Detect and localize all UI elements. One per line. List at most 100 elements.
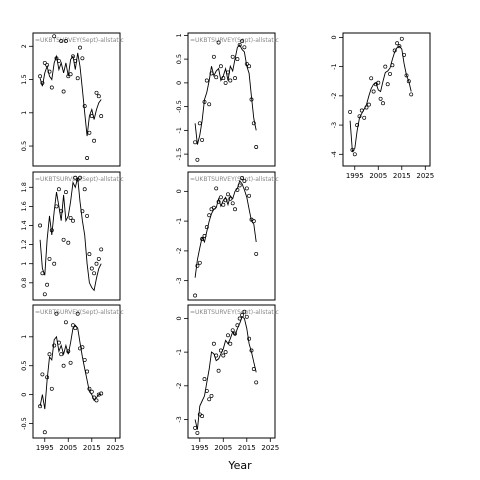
data-point (85, 156, 90, 160)
data-point (218, 64, 223, 69)
data-point (233, 207, 237, 212)
data-point (211, 341, 216, 346)
data-point (242, 178, 247, 183)
data-point (75, 177, 80, 182)
data-point (92, 138, 97, 143)
x-tick-label: 1995 (36, 444, 54, 452)
data-point (204, 78, 209, 83)
data-point (80, 56, 85, 61)
panel-frame (187, 304, 276, 439)
data-point (94, 398, 99, 403)
data-point (409, 92, 414, 97)
data-point (68, 215, 73, 220)
data-point (202, 99, 207, 104)
data-point (61, 363, 66, 368)
data-point (226, 192, 230, 197)
panel-7: -3 -2 -1 0 1995 2005 2015 2025 =UKBTSURVEY(Sept)… (175, 304, 279, 452)
data-point (49, 85, 54, 90)
data-point (71, 218, 75, 223)
data-point (59, 209, 64, 214)
x-tick-label: 2015 (238, 444, 256, 452)
data-point (214, 75, 219, 80)
data-point (54, 56, 59, 61)
data-point (204, 388, 209, 393)
y-tick-label: 1.2 (20, 239, 28, 249)
data-point (78, 175, 82, 180)
data-point (200, 137, 205, 142)
x-tick-label: 2015 (83, 444, 101, 452)
data-point (390, 63, 395, 68)
x-tick-label: 2005 (369, 172, 387, 180)
data-point (38, 404, 43, 409)
data-point (73, 326, 78, 331)
x-tick-label: 1995 (346, 172, 364, 180)
y-tick-label: 1 (20, 335, 28, 339)
panel-3: -4 -3 -2 -1 0 1995 2005 2015 2025 (330, 32, 434, 180)
y-tick-label: 0 (175, 189, 183, 193)
data-point (99, 247, 104, 252)
data-point (61, 89, 66, 94)
series-line (39, 52, 102, 137)
data-point (240, 176, 245, 180)
data-point (52, 343, 57, 348)
data-point (56, 340, 61, 345)
data-point (348, 109, 353, 114)
data-point (66, 74, 71, 79)
y-tick-label: 1.4 (20, 220, 28, 230)
data-point (392, 48, 397, 53)
data-point (228, 196, 233, 201)
data-point (244, 186, 249, 191)
y-tick-label: -0.5 (175, 100, 183, 113)
data-point (42, 430, 47, 435)
data-point (47, 256, 52, 261)
data-point (71, 54, 75, 59)
y-tick-label: -2 (175, 383, 183, 389)
data-point (350, 147, 355, 152)
data-point (381, 101, 385, 106)
data-point (71, 323, 75, 328)
data-point (94, 90, 99, 95)
data-point (223, 198, 228, 203)
data-point (211, 205, 216, 210)
data-point (94, 261, 99, 266)
data-point (214, 353, 219, 358)
data-point (75, 311, 80, 316)
data-point (251, 219, 256, 224)
data-point (402, 52, 407, 57)
data-point (404, 73, 409, 78)
data-point (66, 349, 71, 354)
panel-frame (32, 304, 121, 439)
data-point (96, 256, 101, 261)
panel-frame (187, 32, 276, 167)
data-point (49, 228, 54, 233)
y-tick-label: -0.5 (20, 417, 28, 430)
y-tick-label: 1 (20, 262, 28, 266)
y-tick-label: -2 (175, 248, 183, 254)
x-axis-label: Year (228, 459, 252, 472)
data-point (200, 237, 205, 241)
data-point (75, 76, 80, 81)
data-point (207, 397, 212, 402)
data-point (371, 89, 376, 94)
y-tick-label: 1.6 (20, 201, 28, 211)
panel-frame (32, 32, 121, 167)
data-point (378, 96, 383, 101)
data-point (193, 425, 198, 430)
data-point (54, 311, 59, 316)
data-point (82, 357, 87, 362)
data-point (235, 323, 240, 328)
data-point (47, 352, 52, 357)
y-tick-label: 0 (20, 393, 28, 397)
data-point (45, 282, 50, 287)
y-tick-label: -3 (175, 416, 183, 422)
data-point (223, 350, 228, 355)
x-tick-label: 2005 (59, 444, 77, 452)
data-point (195, 263, 200, 268)
data-point (68, 360, 73, 365)
data-point (366, 102, 371, 107)
data-point (211, 54, 216, 59)
series-line (194, 316, 257, 430)
data-point (56, 58, 61, 63)
data-point (82, 104, 87, 109)
data-point (218, 195, 223, 200)
